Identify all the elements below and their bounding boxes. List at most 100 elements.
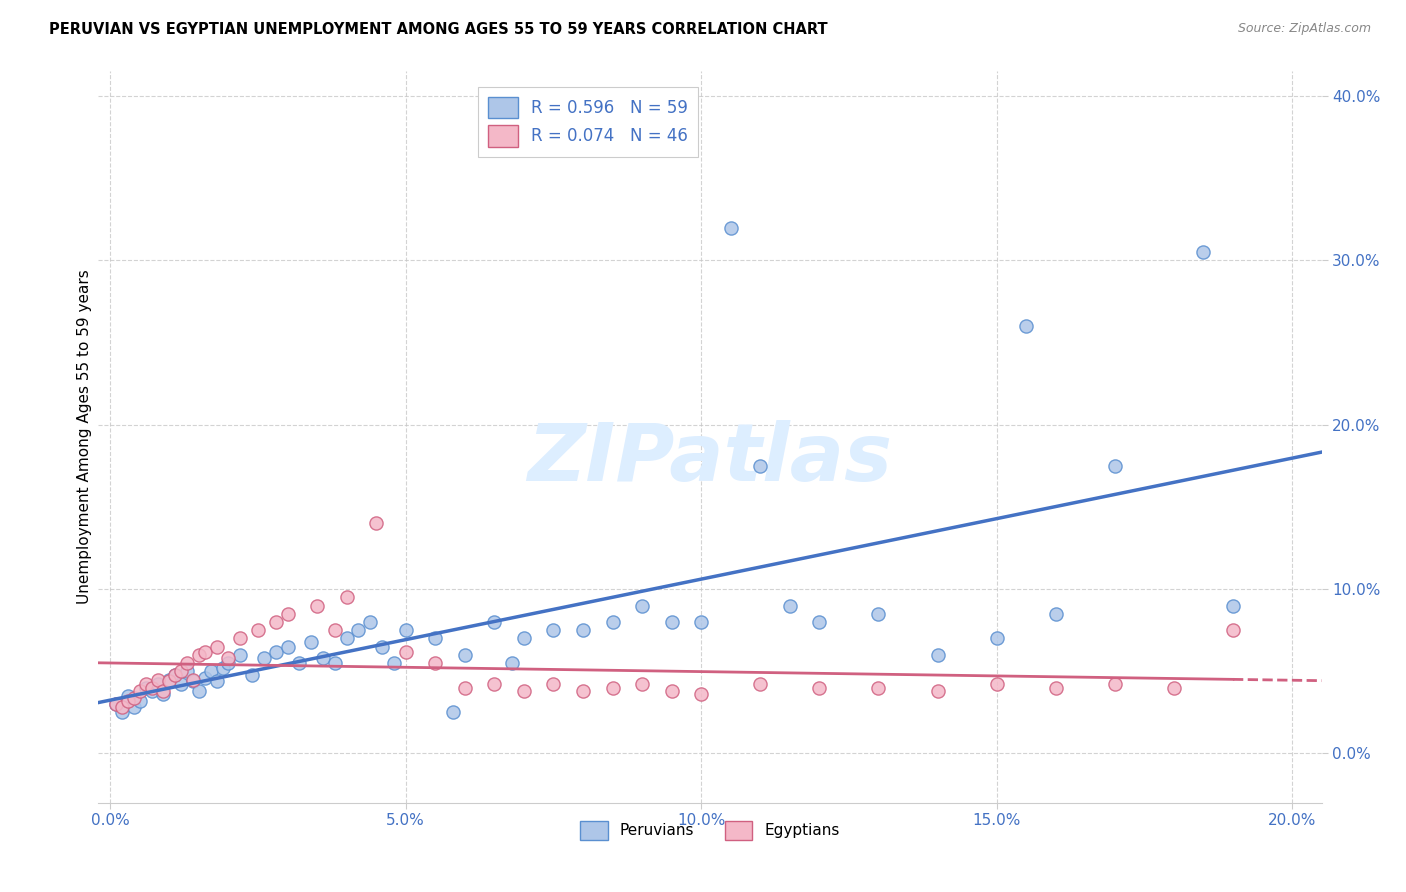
Point [211,661,233,675]
Point [307,599,329,613]
Point [141,681,163,695]
Point [454,681,477,695]
Point [135,677,157,691]
Point [122,690,145,705]
Point [165,667,187,681]
Point [1045,607,1067,621]
Point [152,687,174,701]
Point [779,599,801,613]
Point [602,615,624,629]
Point [986,677,1008,691]
Point [359,615,381,629]
Point [543,624,565,638]
Point [395,644,418,658]
Point [229,632,252,646]
Point [1045,681,1067,695]
Point [205,640,228,654]
Point [128,684,150,698]
Point [246,624,269,638]
Point [217,651,239,665]
Point [111,700,134,714]
Point [181,674,204,689]
Legend: Peruvians, Egyptians: Peruvians, Egyptians [574,814,846,847]
Y-axis label: Unemployment Among Ages 55 to 59 years: Unemployment Among Ages 55 to 59 years [77,269,91,605]
Point [146,677,169,691]
Point [170,665,193,679]
Point [749,677,772,691]
Point [501,656,523,670]
Point [187,684,209,698]
Point [176,656,198,670]
Point [986,632,1008,646]
Point [176,665,198,679]
Text: Source: ZipAtlas.com: Source: ZipAtlas.com [1237,22,1371,36]
Point [868,681,890,695]
Point [808,615,831,629]
Point [513,684,536,698]
Point [187,648,209,662]
Point [543,677,565,691]
Point [454,648,477,662]
Point [1222,599,1244,613]
Point [122,700,145,714]
Point [157,673,180,687]
Point [165,667,187,681]
Point [141,684,163,698]
Point [661,615,683,629]
Point [276,640,298,654]
Point [128,694,150,708]
Point [253,651,276,665]
Point [441,706,464,720]
Point [194,644,217,658]
Point [1104,677,1126,691]
Point [117,689,139,703]
Point [1104,458,1126,473]
Point [135,681,157,695]
Point [425,632,447,646]
Point [336,591,359,605]
Point [1222,624,1244,638]
Text: ZIPatlas: ZIPatlas [527,420,893,498]
Point [264,644,287,658]
Point [170,677,193,691]
Point [181,673,204,687]
Point [146,673,169,687]
Point [808,681,831,695]
Point [323,624,346,638]
Point [382,656,405,670]
Point [572,684,595,698]
Point [288,656,311,670]
Point [105,697,128,711]
Point [105,697,128,711]
Point [661,684,683,698]
Point [720,220,742,235]
Point [312,651,335,665]
Point [749,458,772,473]
Point [631,677,654,691]
Point [572,624,595,638]
Point [513,632,536,646]
Point [200,665,222,679]
Point [205,674,228,689]
Point [690,687,713,701]
Point [347,624,370,638]
Point [395,624,418,638]
Point [111,706,134,720]
Point [927,648,949,662]
Point [927,684,949,698]
Point [366,516,388,531]
Point [868,607,890,621]
Point [264,615,287,629]
Point [240,667,263,681]
Point [152,684,174,698]
Point [323,656,346,670]
Point [690,615,713,629]
Point [484,615,506,629]
Point [217,656,239,670]
Point [336,632,359,646]
Point [425,656,447,670]
Point [602,681,624,695]
Point [276,607,298,621]
Point [631,599,654,613]
Point [157,674,180,689]
